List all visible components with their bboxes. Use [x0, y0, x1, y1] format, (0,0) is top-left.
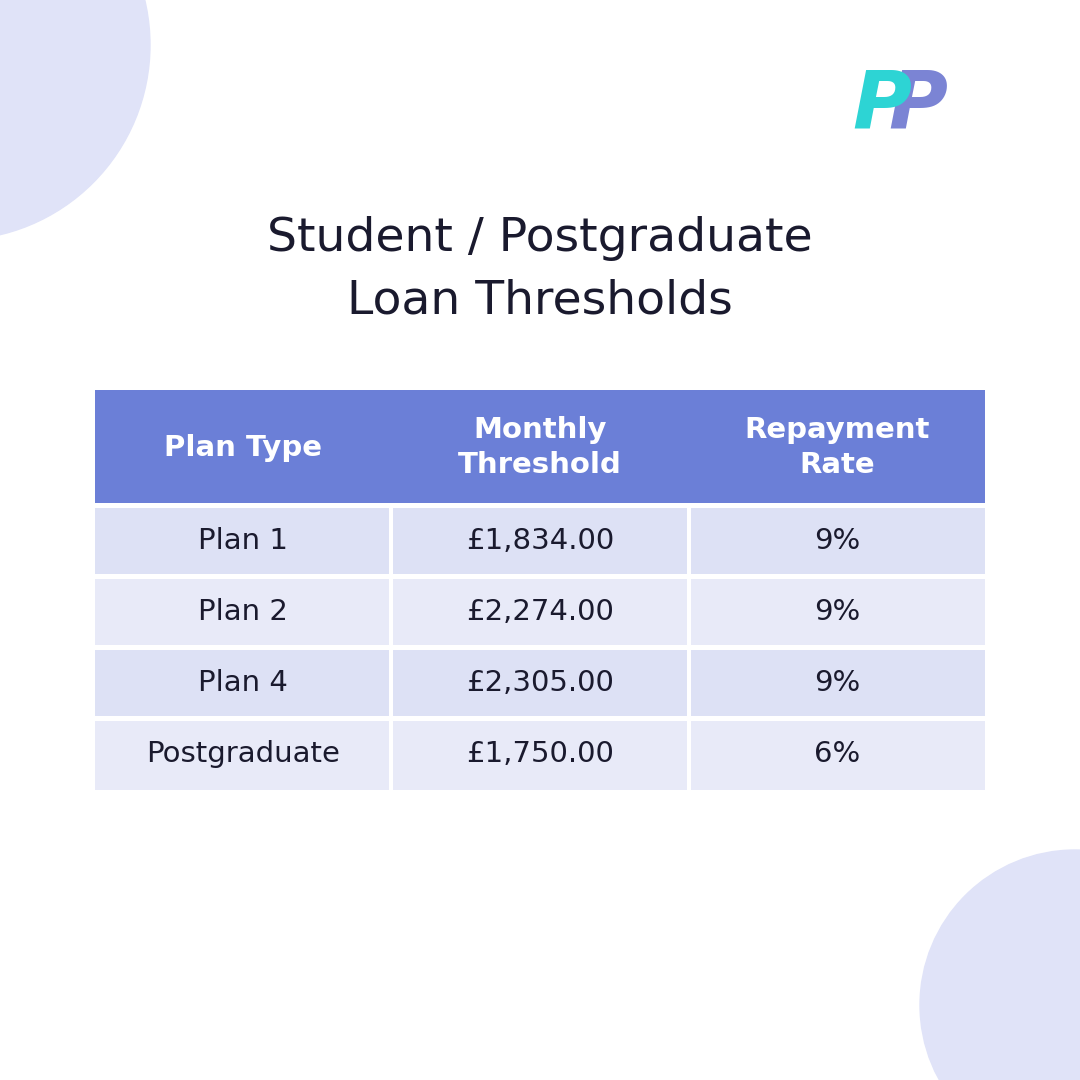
- Bar: [95, 573, 985, 579]
- Bar: [95, 648, 391, 719]
- Bar: [95, 645, 985, 650]
- Text: Plan Type: Plan Type: [164, 433, 322, 461]
- Text: £2,274.00: £2,274.00: [467, 598, 613, 626]
- Text: Plan 1: Plan 1: [199, 527, 288, 555]
- Bar: [689, 648, 985, 719]
- Bar: [391, 648, 689, 719]
- Bar: [95, 716, 985, 721]
- Bar: [390, 505, 393, 789]
- Bar: [689, 505, 985, 577]
- Text: Repayment
Rate: Repayment Rate: [744, 416, 930, 478]
- Circle shape: [920, 850, 1080, 1080]
- Text: 9%: 9%: [813, 598, 860, 626]
- Text: P: P: [852, 66, 912, 144]
- Bar: [95, 502, 985, 508]
- Bar: [95, 719, 391, 789]
- Text: £2,305.00: £2,305.00: [467, 670, 613, 697]
- Text: Plan 4: Plan 4: [199, 670, 288, 697]
- Bar: [687, 505, 690, 789]
- Bar: [689, 719, 985, 789]
- Bar: [689, 390, 985, 505]
- Text: 9%: 9%: [813, 527, 860, 555]
- Text: £1,750.00: £1,750.00: [467, 741, 613, 768]
- Text: P: P: [889, 66, 947, 144]
- Text: Plan 2: Plan 2: [199, 598, 288, 626]
- Text: 6%: 6%: [813, 741, 860, 768]
- Text: Monthly
Threshold: Monthly Threshold: [458, 416, 622, 478]
- Bar: [95, 505, 391, 577]
- Bar: [391, 505, 689, 577]
- Bar: [391, 719, 689, 789]
- Bar: [391, 390, 689, 505]
- Bar: [95, 577, 391, 648]
- Text: Postgraduate: Postgraduate: [146, 741, 340, 768]
- Bar: [391, 577, 689, 648]
- Text: £1,834.00: £1,834.00: [465, 527, 615, 555]
- Circle shape: [0, 0, 150, 240]
- Text: 9%: 9%: [813, 670, 860, 697]
- Bar: [689, 577, 985, 648]
- Bar: [95, 390, 391, 505]
- Text: Student / Postgraduate
Loan Thresholds: Student / Postgraduate Loan Thresholds: [267, 216, 813, 324]
